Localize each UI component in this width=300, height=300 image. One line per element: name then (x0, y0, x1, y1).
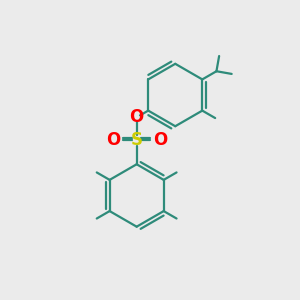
Text: S: S (131, 131, 143, 149)
Text: O: O (106, 131, 120, 149)
Text: O: O (130, 108, 144, 126)
Text: O: O (153, 131, 168, 149)
